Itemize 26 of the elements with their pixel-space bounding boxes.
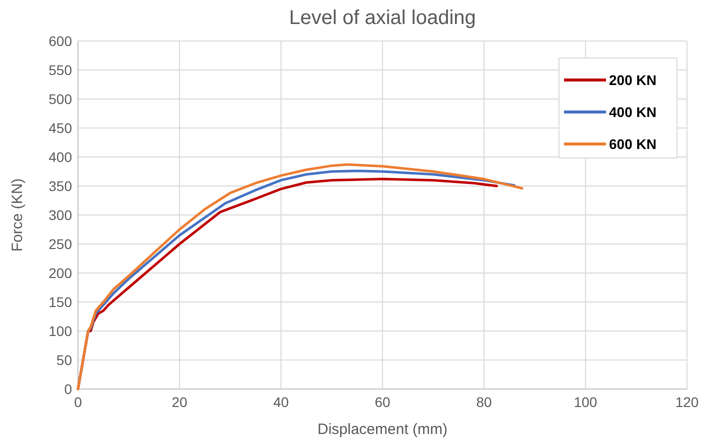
- y-tick-label: 250: [48, 236, 72, 252]
- legend-label: 400 KN: [609, 104, 656, 120]
- x-tick-label: 120: [675, 394, 699, 410]
- y-tick-label: 400: [48, 148, 72, 165]
- y-tick-label: 600: [48, 32, 72, 49]
- x-tick-label: 60: [374, 394, 390, 410]
- y-tick-label: 50: [56, 352, 72, 368]
- y-tick-label: 300: [48, 206, 72, 223]
- y-tick-label: 200: [48, 264, 72, 281]
- y-axis-title: Force (KN): [9, 178, 26, 252]
- x-axis-title: Displacement (mm): [317, 421, 448, 438]
- x-tick-label: 40: [273, 394, 289, 410]
- y-tick-label: 450: [48, 120, 72, 136]
- y-tick-label: 150: [48, 294, 72, 310]
- y-tick-label: 550: [48, 62, 72, 78]
- y-tick-label: 350: [48, 178, 72, 194]
- y-tick-label: 0: [64, 380, 72, 397]
- chart-title: Level of axial loading: [289, 7, 476, 29]
- x-tick-label: 20: [172, 394, 188, 410]
- y-tick-label: 100: [48, 322, 72, 339]
- legend-label: 200 KN: [609, 72, 656, 88]
- y-tick-label: 500: [48, 90, 72, 107]
- x-tick-label: 100: [574, 394, 598, 410]
- x-tick-label: 0: [74, 394, 82, 410]
- legend-label: 600 KN: [609, 136, 656, 152]
- x-tick-label: 80: [476, 394, 492, 410]
